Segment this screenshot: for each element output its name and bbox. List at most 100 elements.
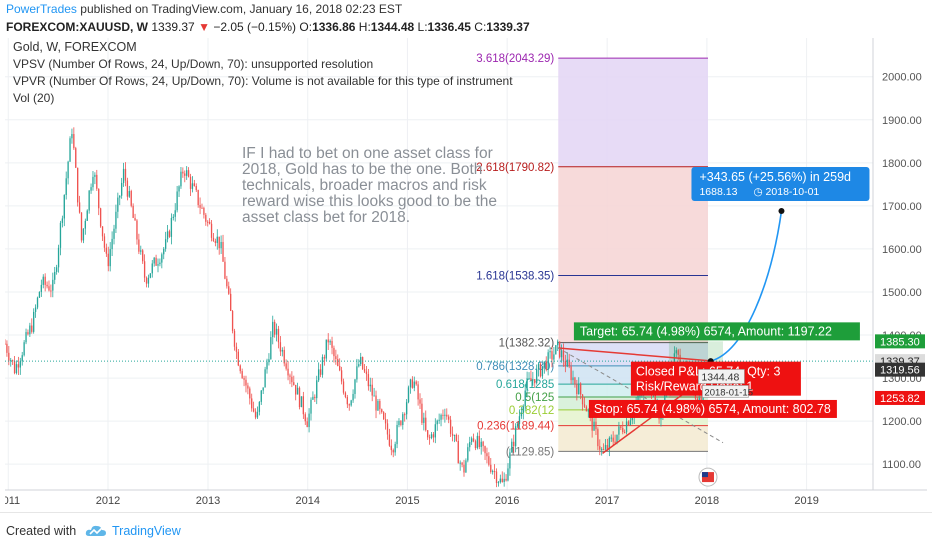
candle-body xyxy=(507,468,509,481)
candle-body xyxy=(103,236,106,248)
candle-body xyxy=(545,361,547,370)
candle-body xyxy=(509,452,511,469)
candle-body xyxy=(71,134,73,139)
candle-body xyxy=(340,370,343,382)
candle-body xyxy=(386,423,389,435)
candle-body xyxy=(579,383,582,395)
candle-body xyxy=(392,450,394,453)
candle-body xyxy=(587,410,589,412)
open-label: O: xyxy=(299,20,313,34)
target-label: Target: 65.74 (4.98%) 6574, Amount: 1197… xyxy=(580,324,832,338)
candle-body xyxy=(155,257,157,266)
candle-body xyxy=(203,207,205,215)
candle-body xyxy=(96,174,98,189)
candle-body xyxy=(520,412,523,417)
candle-body xyxy=(331,341,333,348)
candle-body xyxy=(69,138,71,162)
candle-body xyxy=(10,360,12,362)
candle-body xyxy=(337,359,339,367)
x-tick-label: 2012 xyxy=(96,495,120,507)
candle-body xyxy=(84,220,86,229)
candle-body xyxy=(526,378,528,391)
candle-body xyxy=(501,478,503,483)
candle-body xyxy=(354,379,356,394)
candle-body xyxy=(570,366,572,381)
candle-body xyxy=(365,371,368,375)
candle-body xyxy=(78,202,81,213)
candle-body xyxy=(252,408,255,412)
chart-area[interactable]: 3.618(2043.29) 2.618(1790.82) 1.618(1538.3… xyxy=(5,38,927,508)
volume-indicator[interactable]: Vol (20) xyxy=(13,91,55,105)
candle-body xyxy=(132,205,134,218)
candle-body xyxy=(157,264,159,266)
candle-body xyxy=(562,350,565,362)
candle-body xyxy=(618,426,620,435)
candle-body xyxy=(272,321,274,338)
candle-body xyxy=(612,437,614,442)
projection-end-point xyxy=(778,207,785,214)
candle-body xyxy=(459,462,461,464)
candle-body xyxy=(438,419,440,421)
dashed-guide xyxy=(558,347,724,444)
candle-body xyxy=(486,453,488,457)
candle-body xyxy=(293,382,295,385)
candle-body xyxy=(448,416,450,420)
open-value: 1336.86 xyxy=(312,20,356,34)
candle-body xyxy=(327,339,329,343)
candle-body xyxy=(614,441,616,443)
candle-body xyxy=(620,426,622,428)
candle-body xyxy=(142,250,144,262)
candle-body xyxy=(44,276,46,285)
candle-body xyxy=(480,441,482,448)
candle-body xyxy=(33,311,35,332)
candle-body xyxy=(446,414,448,417)
vpvr-indicator[interactable]: VPVR (Number Of Rows, 24, Up/Down, 70): … xyxy=(13,74,513,88)
candle-body xyxy=(88,190,90,211)
candle-body xyxy=(488,456,490,465)
high-label: H: xyxy=(358,20,371,34)
candle-body xyxy=(467,447,469,461)
candle-body xyxy=(534,379,536,384)
candlestick-series xyxy=(5,127,712,488)
candle-body xyxy=(616,434,618,443)
candle-body xyxy=(625,421,628,433)
candle-body xyxy=(585,406,588,412)
cursor-price: 1344.48 xyxy=(701,371,739,383)
candle-body xyxy=(606,444,609,449)
price-chart[interactable]: 3.618(2043.29) 2.618(1790.82) 1.618(1538.3… xyxy=(5,38,927,508)
candle-body xyxy=(172,216,174,218)
candle-body xyxy=(423,417,425,423)
candle-body xyxy=(120,182,123,196)
candle-body xyxy=(396,424,398,445)
candle-body xyxy=(296,387,299,395)
candle-body xyxy=(233,330,236,347)
candle-body xyxy=(174,210,176,217)
candle-body xyxy=(597,429,599,447)
vpsv-indicator[interactable]: VPSV (Number Of Rows, 24, Up/Down, 70): … xyxy=(13,57,374,71)
candle-body xyxy=(329,341,331,343)
tradingview-link[interactable]: TradingView xyxy=(112,524,181,538)
annotation-text: IF I had to bet on one asset class for 2… xyxy=(242,145,498,226)
candle-body xyxy=(425,417,427,431)
candle-body xyxy=(59,222,62,248)
candle-body xyxy=(505,478,507,481)
candle-body xyxy=(256,411,259,418)
x-tick-label: 2016 xyxy=(495,495,519,507)
candle-body xyxy=(245,379,247,386)
candle-body xyxy=(57,247,60,268)
last-price: 1339.37 xyxy=(151,20,195,34)
candle-body xyxy=(17,364,20,368)
author-link[interactable]: PowerTrades xyxy=(6,2,77,16)
candle-body xyxy=(119,195,121,198)
candle-body xyxy=(239,365,241,372)
candle-body xyxy=(310,399,312,414)
close-value: 1339.37 xyxy=(486,20,530,34)
candle-body xyxy=(469,442,471,448)
candle-body xyxy=(235,346,238,352)
candle-body xyxy=(270,337,272,360)
price-axis-label-text: 1319.56 xyxy=(880,365,920,377)
candle-body xyxy=(228,286,230,294)
candle-body xyxy=(220,242,222,249)
candle-body xyxy=(367,374,370,387)
